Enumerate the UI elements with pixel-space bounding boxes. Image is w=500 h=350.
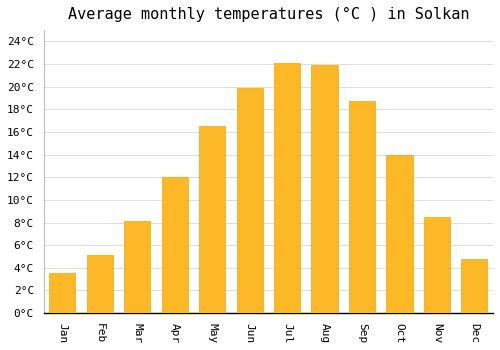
Bar xyxy=(312,65,338,313)
Bar xyxy=(199,126,226,313)
Bar xyxy=(461,259,487,313)
Bar xyxy=(50,273,76,313)
Bar xyxy=(124,222,150,313)
Bar xyxy=(349,102,375,313)
Bar xyxy=(162,177,188,313)
Bar xyxy=(274,63,300,313)
Bar xyxy=(86,256,113,313)
Bar xyxy=(236,88,262,313)
Title: Average monthly temperatures (°C ) in Solkan: Average monthly temperatures (°C ) in So… xyxy=(68,7,469,22)
Bar xyxy=(424,217,450,313)
Bar xyxy=(386,155,412,313)
